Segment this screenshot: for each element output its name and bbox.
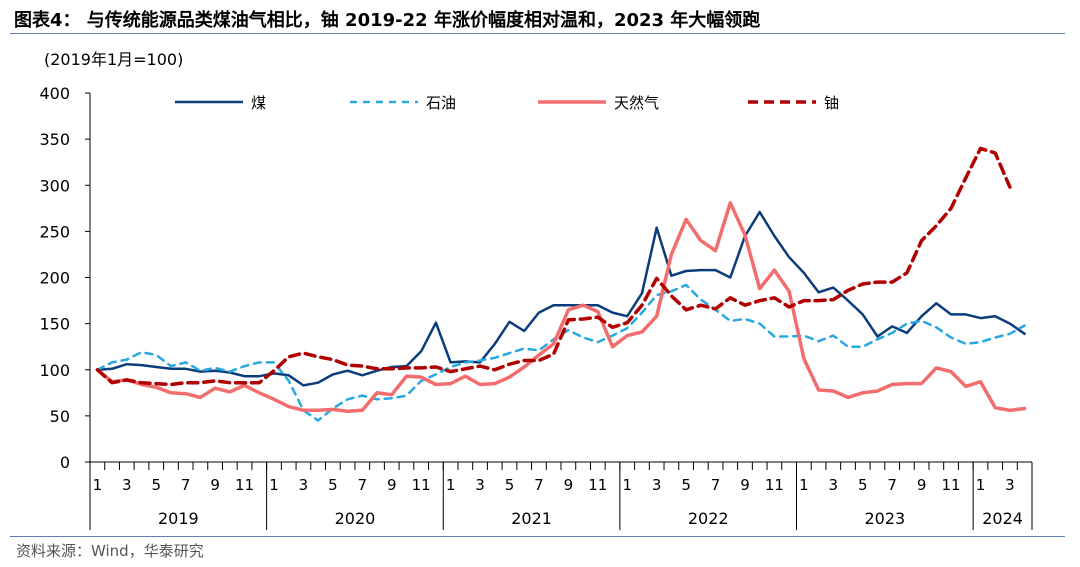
y-tick-label: 250 [39,222,70,241]
x-month-label: 3 [299,476,309,494]
y-tick-label: 150 [39,315,70,334]
footer-divider [10,536,1065,537]
legend: 煤 石油 天然气 铀 [175,94,839,112]
y-tick-label: 100 [39,361,70,380]
series-line-2 [96,283,1026,422]
x-year-label: 2019 [158,509,199,528]
title-divider [10,33,1065,34]
series-line-1 [96,210,1026,387]
x-month-label: 1 [446,476,456,494]
legend-label: 铀 [824,94,839,112]
y-tick-label: 300 [39,176,70,195]
chart-title: 图表4： 与传统能源品类煤油气相比，铀 2019-22 年涨价幅度相对温和，20… [14,10,761,31]
x-month-label: 5 [151,476,161,494]
series-group [95,146,1027,422]
x-month-label: 11 [765,476,784,494]
x-month-label: 1 [269,476,279,494]
x-month-label: 9 [210,476,220,494]
series-line-3 [95,201,1027,414]
x-year-label: 2022 [688,509,729,528]
x-month-label: 1 [622,476,632,494]
source-note: 资料来源：Wind，华泰研究 [16,542,204,560]
x-month-label: 9 [917,476,927,494]
x-month-label: 11 [235,476,254,494]
x-month-label: 1 [93,476,103,494]
x-month-label: 9 [387,476,397,494]
y-axis-ticks: 0 50 100 150 200 250 300 350 400 [39,84,90,472]
x-month-label: 5 [505,476,515,494]
x-month-label: 1 [976,476,986,494]
x-month-label: 5 [858,476,868,494]
x-month-label: 5 [328,476,338,494]
x-month-label: 11 [588,476,607,494]
x-month-label: 7 [534,476,544,494]
x-month-label: 1 [799,476,809,494]
chart-subtitle: (2019年1月=100) [44,50,184,69]
x-year-label: 2020 [335,509,376,528]
x-year-label: 2024 [982,509,1023,528]
y-tick-label: 0 [60,453,70,472]
x-year-label: 2023 [864,509,905,528]
y-tick-label: 400 [39,84,70,103]
y-tick-label: 200 [39,269,70,288]
x-month-label: 3 [1005,476,1015,494]
x-month-label: 7 [181,476,191,494]
x-month-label: 3 [829,476,839,494]
x-month-label: 3 [122,476,132,494]
x-month-label: 7 [358,476,368,494]
x-month-label: 3 [652,476,662,494]
legend-label: 天然气 [614,94,659,112]
x-month-label: 3 [475,476,485,494]
y-tick-label: 350 [39,130,70,149]
x-month-label: 9 [740,476,750,494]
x-month-label: 9 [564,476,574,494]
x-month-label: 11 [942,476,961,494]
series-line-4 [95,146,1012,387]
legend-label: 煤 [251,94,266,112]
x-month-label: 11 [412,476,431,494]
x-month-label: 7 [887,476,897,494]
x-axis-ticks: 1 3 5 7 9 11 1 3 5 7 9 11 1 3 5 7 9 11 1 3 5 7 9 11 1 3 5 7 9 11 1 3201… [89,462,1033,530]
x-year-label: 2021 [511,509,552,528]
y-tick-label: 50 [50,407,70,426]
x-month-label: 7 [711,476,721,494]
x-month-label: 5 [681,476,691,494]
legend-label: 石油 [426,94,456,112]
